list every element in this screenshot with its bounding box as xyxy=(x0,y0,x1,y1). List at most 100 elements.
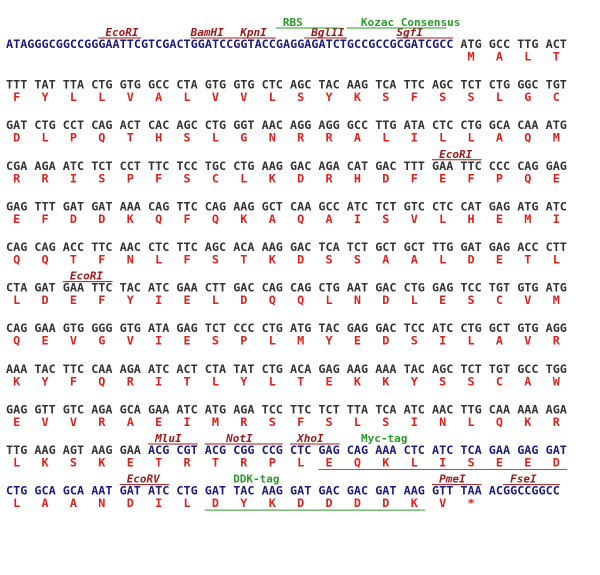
amino-acid: C xyxy=(496,374,503,388)
codon: AAA xyxy=(120,199,141,213)
amino-acid: L xyxy=(326,293,333,307)
amino-acid: F xyxy=(155,171,162,185)
codon: ATG xyxy=(546,281,567,295)
amino-acid: S xyxy=(382,415,389,429)
amino-acid: K xyxy=(269,253,277,267)
amino-acid: T xyxy=(212,456,219,470)
amino-acid: S xyxy=(326,415,333,429)
codon: AAA xyxy=(517,402,538,416)
codon: AGG xyxy=(318,118,339,132)
amino-acid: V xyxy=(439,496,446,510)
codon: TTC xyxy=(176,240,197,254)
amino-acid: V xyxy=(524,334,531,348)
codon: AGC xyxy=(432,362,453,376)
codon: TGG xyxy=(546,362,567,376)
vector-sequence: ATAGGGCGGCCGGGAATTCGTCGACTGGATCCGGTACCGA… xyxy=(6,37,453,51)
codon: TTG xyxy=(517,37,538,51)
codon: ACA xyxy=(233,240,254,254)
amino-acid: T xyxy=(240,253,247,267)
codon: AAT xyxy=(347,281,368,295)
amino-acid: L xyxy=(524,50,531,64)
amino-acid: L xyxy=(269,374,276,388)
amino-acid: K xyxy=(269,496,277,510)
codon: CTG xyxy=(404,281,425,295)
amino-acid: L xyxy=(496,90,503,104)
amino-acid: D xyxy=(70,212,77,226)
amino-acid: R xyxy=(297,131,305,145)
codon: AAG xyxy=(347,362,368,376)
amino-acid: R xyxy=(184,456,192,470)
amino-acid: S xyxy=(468,293,475,307)
codon: TAC xyxy=(233,484,254,498)
codon: GCC xyxy=(517,362,538,376)
amino-acid: K xyxy=(127,212,135,226)
codon: GTG xyxy=(120,321,141,335)
codon: AGG xyxy=(290,118,311,132)
amino-acid: Q xyxy=(98,131,105,145)
amino-acid: D xyxy=(382,171,389,185)
restriction-site: MluI xyxy=(154,432,182,445)
amino-acid: D xyxy=(468,253,475,267)
codon: TTG xyxy=(432,240,453,254)
amino-acid: E xyxy=(496,456,503,470)
amino-acid: F xyxy=(13,90,20,104)
restriction-site: BglII xyxy=(310,26,344,39)
amino-acid: P xyxy=(240,334,247,348)
codon: GAG xyxy=(489,240,510,254)
amino-acid: F xyxy=(411,171,418,185)
amino-acid: L xyxy=(240,171,247,185)
amino-acid: A xyxy=(42,496,49,510)
feature-tag: DDK-tag xyxy=(233,473,279,486)
codon: CTC xyxy=(262,78,283,92)
codon: CAG xyxy=(262,281,283,295)
amino-acid: R xyxy=(98,415,106,429)
codon: GAA xyxy=(34,321,55,335)
codon: CAA xyxy=(91,362,112,376)
codon: GAT xyxy=(375,484,396,498)
codon: AAG xyxy=(262,484,283,498)
amino-acid: Q xyxy=(13,334,20,348)
codon: CTG xyxy=(6,484,27,498)
codon: ATC xyxy=(432,321,453,335)
codon: GAC xyxy=(347,484,368,498)
codon: AAC xyxy=(120,240,141,254)
codon: GTG xyxy=(233,78,254,92)
amino-acid: K xyxy=(411,496,419,510)
amino-acid: P xyxy=(127,171,134,185)
amino-acid: T xyxy=(155,456,162,470)
amino-acid: A xyxy=(382,253,389,267)
amino-acid: K xyxy=(524,415,532,429)
codon: ATC xyxy=(432,443,453,457)
amino-acid: F xyxy=(70,374,77,388)
codon: TTT xyxy=(6,78,27,92)
amino-acid: R xyxy=(13,171,21,185)
codon: ATC xyxy=(148,281,169,295)
codon: CTG xyxy=(176,484,197,498)
restriction-site: NotI xyxy=(225,432,253,445)
codon: TTA xyxy=(63,78,84,92)
codon: TAC xyxy=(318,321,339,335)
codon: CAG xyxy=(347,443,368,457)
amino-acid: E xyxy=(524,456,531,470)
amino-acid: L xyxy=(382,131,389,145)
amino-acid: V xyxy=(524,293,531,307)
codon: TAC xyxy=(404,362,425,376)
amino-acid: T xyxy=(524,253,531,267)
codon: CAT xyxy=(347,159,368,173)
codon: AGT xyxy=(63,443,84,457)
amino-acid: S xyxy=(212,334,219,348)
amino-acid: I xyxy=(411,415,418,429)
amino-acid: N xyxy=(269,131,276,145)
codon: GTT xyxy=(34,402,55,416)
codon: AGC xyxy=(290,78,311,92)
codon: GAT xyxy=(290,484,311,498)
amino-acid: L xyxy=(212,131,219,145)
amino-acid: D xyxy=(127,496,134,510)
codon: GTT xyxy=(432,484,453,498)
codon: ACT xyxy=(546,37,567,51)
amino-acid: Q xyxy=(524,171,531,185)
codon: TCT xyxy=(205,321,226,335)
codon: TAA xyxy=(460,484,481,498)
codon: AGC xyxy=(176,118,197,132)
